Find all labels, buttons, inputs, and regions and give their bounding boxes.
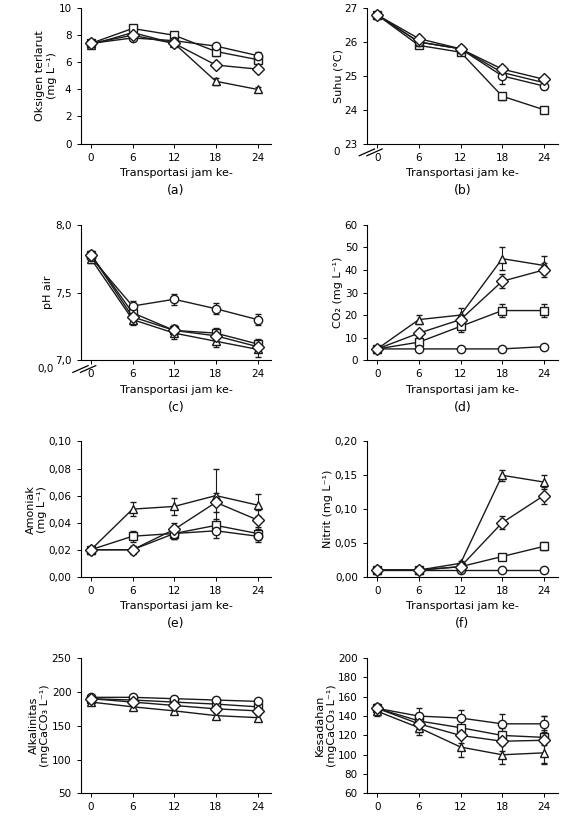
Y-axis label: Alkalinitas
(mgCaCO₃ L⁻¹): Alkalinitas (mgCaCO₃ L⁻¹)	[29, 685, 51, 767]
Text: (c): (c)	[167, 401, 185, 414]
Y-axis label: Suhu (°C): Suhu (°C)	[333, 49, 343, 103]
Text: 0,0: 0,0	[37, 364, 54, 374]
Text: (f): (f)	[455, 618, 469, 631]
X-axis label: Transportasi jam ke-: Transportasi jam ke-	[120, 169, 232, 178]
X-axis label: Transportasi jam ke-: Transportasi jam ke-	[120, 601, 232, 611]
Text: (a): (a)	[167, 184, 185, 197]
Y-axis label: Oksigen terlarut
(mg L⁻¹): Oksigen terlarut (mg L⁻¹)	[35, 30, 57, 121]
X-axis label: Transportasi jam ke-: Transportasi jam ke-	[406, 601, 519, 611]
Y-axis label: pH air: pH air	[44, 276, 53, 309]
Y-axis label: Kesadahan
(mgCaCO₃ L⁻¹): Kesadahan (mgCaCO₃ L⁻¹)	[315, 685, 337, 767]
Text: (d): (d)	[454, 401, 471, 414]
Text: (b): (b)	[454, 184, 471, 197]
Y-axis label: Amoniak
(mg L⁻¹): Amoniak (mg L⁻¹)	[25, 485, 47, 533]
X-axis label: Transportasi jam ke-: Transportasi jam ke-	[406, 384, 519, 395]
Y-axis label: Nitrit (mg L⁻¹): Nitrit (mg L⁻¹)	[323, 470, 334, 548]
X-axis label: Transportasi jam ke-: Transportasi jam ke-	[120, 384, 232, 395]
Y-axis label: CO₂ (mg L⁻¹): CO₂ (mg L⁻¹)	[334, 257, 343, 328]
Text: (e): (e)	[167, 618, 185, 631]
X-axis label: Transportasi jam ke-: Transportasi jam ke-	[406, 169, 519, 178]
Text: 0: 0	[334, 147, 340, 157]
